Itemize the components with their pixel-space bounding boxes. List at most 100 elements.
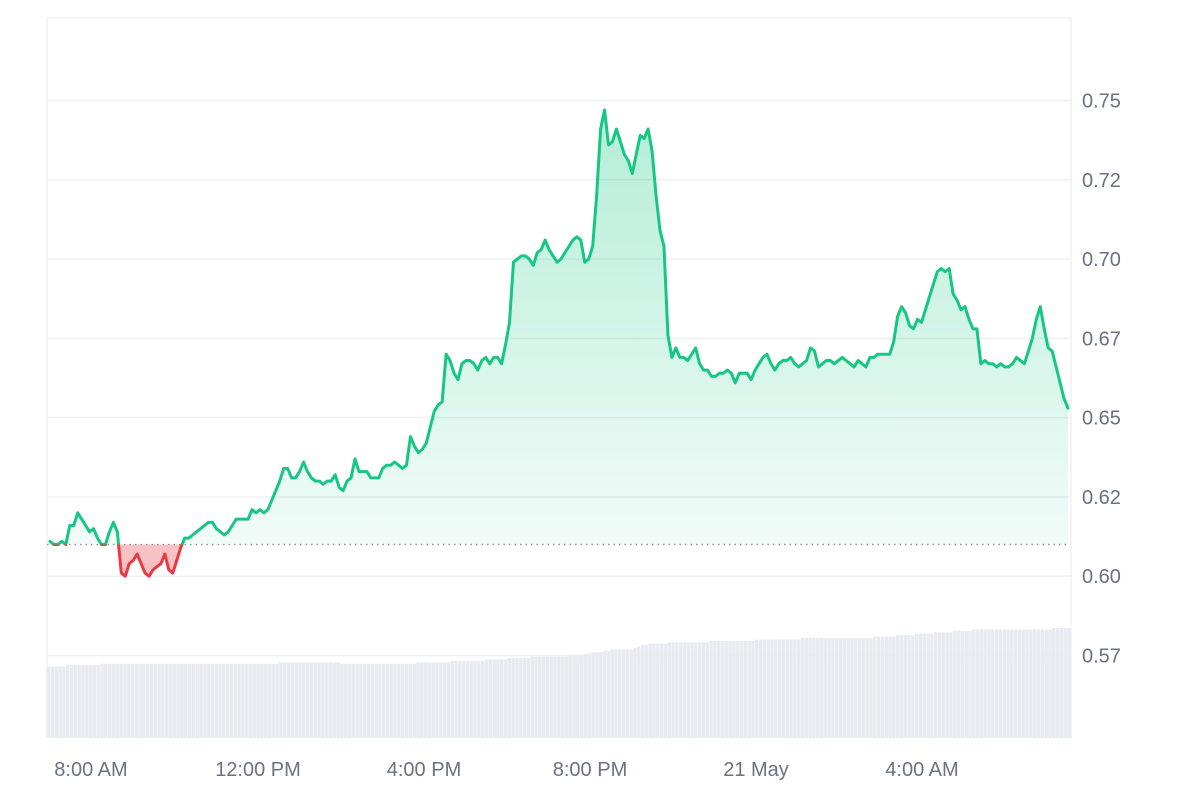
volume-bar [134,663,139,738]
volume-bar [184,663,188,738]
volume-bar [503,659,508,738]
volume-bar [244,663,249,738]
volume-bar [564,656,569,738]
volume-bar [994,629,999,738]
volume-bar [572,655,576,738]
volume-bar [142,663,146,738]
volume-bar [145,663,150,738]
volume-bar [286,662,291,738]
volume-bar [355,663,359,738]
y-tick-label: 0.65 [1082,408,1121,430]
volume-bar [758,639,763,738]
volume-bar [633,648,637,738]
volume-bar [66,665,70,738]
x-tick-label: 21 May [723,759,789,781]
volume-bar [336,662,340,738]
volume-bar [180,663,184,738]
volume-bar [1036,629,1041,738]
volume-bar [172,663,177,738]
volume-bar [149,663,154,738]
volume-bar [579,655,584,738]
volume-bar [408,663,413,738]
volume-bar [317,662,321,738]
volume-bar [256,663,260,738]
volume-bar [709,640,713,738]
volume-bar [663,643,668,738]
volume-bar [214,663,219,738]
volume-bar [914,633,919,738]
volume-bar [263,663,268,738]
volume-bar [69,665,74,738]
volume-bar [644,645,649,738]
volume-bar [237,663,241,738]
volume-bar [138,663,142,738]
volume-bar [678,642,683,738]
volume-bar [648,643,652,738]
volume-bar [701,642,706,738]
volume-bar [918,633,923,738]
y-tick-label: 0.67 [1082,328,1121,350]
volume-bar [1021,629,1026,738]
volume-bar [949,632,953,738]
volume-bar [206,663,211,738]
volume-bar [1006,629,1010,738]
volume-bar [975,629,980,738]
volume-bar [58,666,62,738]
volume-bar [755,639,759,738]
volume-bar [522,658,527,738]
volume-bar [477,660,481,738]
volume-bar [100,663,104,738]
volume-bar [450,660,455,738]
volume-bar [283,662,287,738]
volume-bar [50,666,55,738]
price-line-up [48,108,1070,545]
volume-bar [610,649,614,738]
volume-bar [225,663,230,738]
volume-bar [808,638,812,738]
volume-bar [515,658,519,738]
volume-bar [793,639,797,738]
volume-bar [302,662,306,738]
volume-bar [492,659,496,738]
volume-bar [343,663,348,738]
volume-bar [233,663,238,738]
volume-bar [534,656,538,738]
volume-bar [983,629,987,738]
volume-layer [47,628,1071,738]
volume-bar [972,629,976,738]
volume-bar [1013,629,1018,738]
volume-bar [271,663,276,738]
volume-bar [583,653,588,738]
volume-bar [770,639,774,738]
volume-bar [519,658,523,738]
volume-bar [104,663,108,738]
volume-bar [203,663,207,738]
x-tick-label: 4:00 AM [885,759,958,781]
volume-bar [458,660,462,738]
volume-bar [659,643,664,738]
volume-bar [73,665,78,738]
volume-bar [298,662,302,738]
volume-bar [751,640,755,738]
volume-bar [831,638,835,738]
volume-bar [911,635,915,738]
volume-bar [815,638,820,738]
volume-bar [248,663,253,738]
volume-bar [279,662,283,738]
volume-bar [823,638,828,738]
volume-bar [743,640,748,738]
volume-bar [1055,628,1060,738]
volume-bar [530,656,534,738]
volume-bar [1017,629,1022,738]
volume-bar [431,662,435,738]
volume-bar [800,638,805,738]
volume-bar [92,665,97,738]
volume-bar [690,642,694,738]
volume-bar [785,639,790,738]
volume-bar [480,660,485,738]
volume-bar [305,662,310,738]
x-tick-label: 8:00 AM [54,759,127,781]
volume-bar [54,666,59,738]
volume-bar [397,663,401,738]
